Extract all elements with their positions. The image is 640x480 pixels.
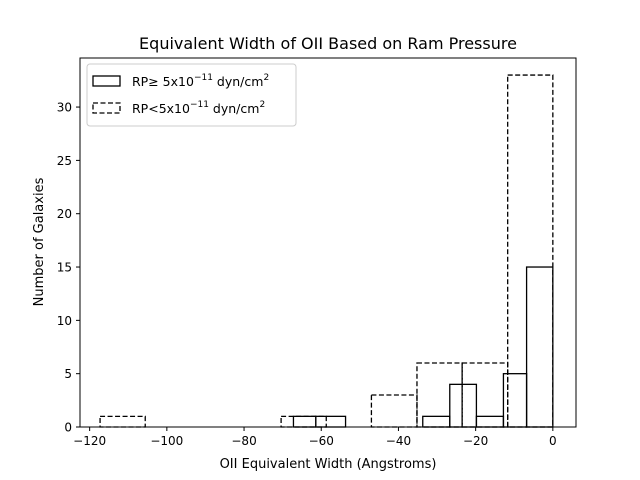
x-axis: −120 −100 −80 −60 −40 −20 0 [73, 427, 557, 448]
legend-label-high-rp: RP≥ 5x10−11 dyn/cm2 [132, 73, 269, 89]
y-tick-label: 10 [57, 314, 72, 328]
legend-box [86, 63, 297, 127]
legend-swatch-high-rp [92, 75, 121, 87]
x-tick-label: −100 [150, 434, 183, 448]
x-tick-label: 0 [549, 434, 557, 448]
y-tick-label: 20 [57, 207, 72, 221]
chart-title: Equivalent Width of OII Based on Ram Pre… [139, 34, 517, 53]
legend-label-low-rp: RP<5x10−11 dyn/cm2 [132, 100, 265, 116]
legend-swatch-low-rp [92, 102, 121, 114]
x-axis-label: OII Equivalent Width (Angstroms) [220, 457, 437, 472]
x-tick-label: −20 [463, 434, 488, 448]
y-axis-label: Number of Galaxies [32, 177, 47, 306]
legend: RP≥ 5x10−11 dyn/cm2 RP<5x10−11 dyn/cm2 [86, 63, 297, 127]
x-tick-label: −80 [231, 434, 256, 448]
x-tick-label: −60 [309, 434, 334, 448]
y-tick-label: 0 [64, 421, 72, 435]
y-tick-label: 5 [64, 367, 72, 381]
y-tick-label: 30 [57, 101, 72, 115]
bar-low-rp-5 [507, 74, 554, 428]
plot-frame [79, 57, 577, 428]
y-tick-label: 15 [57, 261, 72, 275]
y-tick-label: 25 [57, 154, 72, 168]
x-tick-label: −40 [386, 434, 411, 448]
x-tick-label: −120 [73, 434, 106, 448]
y-axis: 0 5 10 15 20 25 30 [57, 101, 80, 435]
